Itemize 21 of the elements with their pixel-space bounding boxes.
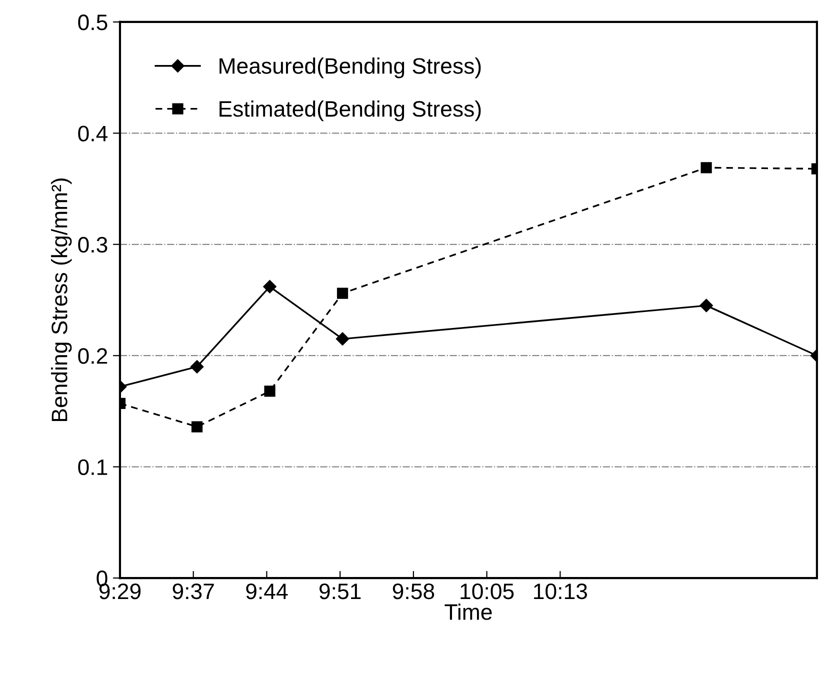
x-tick-label: 10:13 (534, 583, 588, 600)
y-tick-label: 0.3 (78, 236, 108, 253)
x-tick-label: 9:37 (172, 583, 214, 600)
point (336, 332, 350, 346)
point (191, 421, 203, 432)
y-tick-label: 0.4 (78, 126, 108, 142)
x-tick-label: 10:05 (460, 583, 514, 600)
point (263, 280, 276, 294)
legend-label: Measured(Bending Stress) (220, 58, 481, 78)
legend-label: Estimated(Bending Stress) (220, 100, 481, 122)
y-tick-label: 0.5 (78, 14, 108, 30)
y-tick-label: 0.2 (78, 348, 108, 364)
y-tick-label: 0.1 (78, 459, 108, 476)
x-axis-title: Time (444, 604, 492, 620)
x-tick-label: 9:58 (392, 583, 434, 600)
point (190, 360, 204, 374)
point (264, 386, 276, 397)
y-axis-title: Bending Stress (kg/mm²) (51, 178, 72, 422)
x-tick-label: 9:51 (319, 583, 361, 600)
x-tick-label: 9:44 (246, 583, 288, 600)
point (336, 288, 348, 299)
